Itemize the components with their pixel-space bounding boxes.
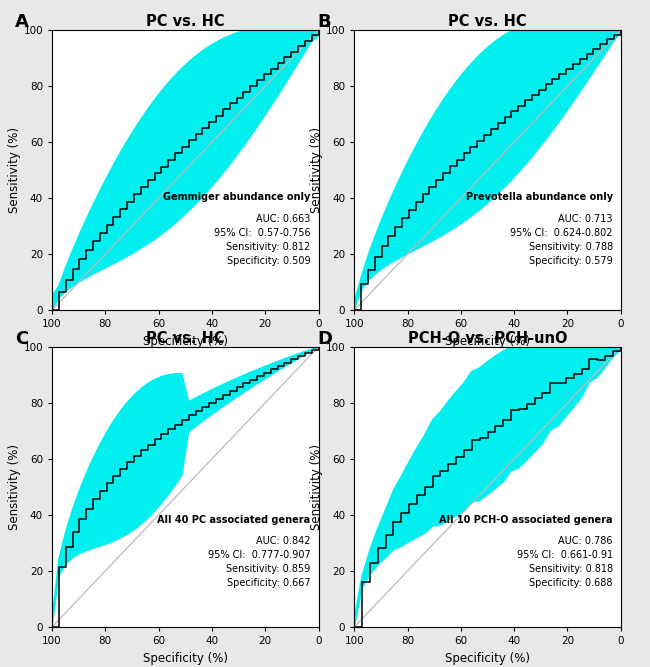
Text: Gemmiger abundance only: Gemmiger abundance only (163, 193, 311, 203)
Text: A: A (15, 13, 29, 31)
Y-axis label: Sensitivity (%): Sensitivity (%) (8, 127, 21, 213)
Text: AUC: 0.713
95% CI:  0.624-0.802
Sensitivity: 0.788
Specificity: 0.579: AUC: 0.713 95% CI: 0.624-0.802 Sensitivi… (510, 213, 613, 265)
Text: All 40 PC associated genera: All 40 PC associated genera (157, 515, 311, 525)
Polygon shape (52, 30, 318, 310)
Text: B: B (317, 13, 331, 31)
Text: C: C (15, 330, 28, 348)
Polygon shape (52, 347, 318, 627)
Text: D: D (317, 330, 332, 348)
Y-axis label: Sensitivity (%): Sensitivity (%) (310, 444, 323, 530)
X-axis label: Specificity (%): Specificity (%) (143, 335, 228, 348)
Text: AUC: 0.842
95% CI:  0.777-0.907
Sensitivity: 0.859
Specificity: 0.667: AUC: 0.842 95% CI: 0.777-0.907 Sensitivi… (208, 536, 311, 588)
Title: PC vs. HC: PC vs. HC (146, 14, 224, 29)
X-axis label: Specificity (%): Specificity (%) (143, 652, 228, 664)
X-axis label: Specificity (%): Specificity (%) (445, 335, 530, 348)
Text: AUC: 0.786
95% CI:  0.661-0.91
Sensitivity: 0.818
Specificity: 0.688: AUC: 0.786 95% CI: 0.661-0.91 Sensitivit… (517, 536, 613, 588)
Polygon shape (354, 347, 621, 627)
Title: PC vs. HC: PC vs. HC (146, 331, 224, 346)
Title: PCH-O vs. PCH-unO: PCH-O vs. PCH-unO (408, 331, 567, 346)
Y-axis label: Sensitivity (%): Sensitivity (%) (8, 444, 21, 530)
Text: All 10 PCH-O associated genera: All 10 PCH-O associated genera (439, 515, 613, 525)
Title: PC vs. HC: PC vs. HC (448, 14, 526, 29)
Y-axis label: Sensitivity (%): Sensitivity (%) (310, 127, 323, 213)
Text: AUC: 0.663
95% CI:  0.57-0.756
Sensitivity: 0.812
Specificity: 0.509: AUC: 0.663 95% CI: 0.57-0.756 Sensitivit… (214, 213, 311, 265)
X-axis label: Specificity (%): Specificity (%) (445, 652, 530, 664)
Polygon shape (354, 30, 621, 310)
Text: Prevotella abundance only: Prevotella abundance only (465, 193, 613, 203)
